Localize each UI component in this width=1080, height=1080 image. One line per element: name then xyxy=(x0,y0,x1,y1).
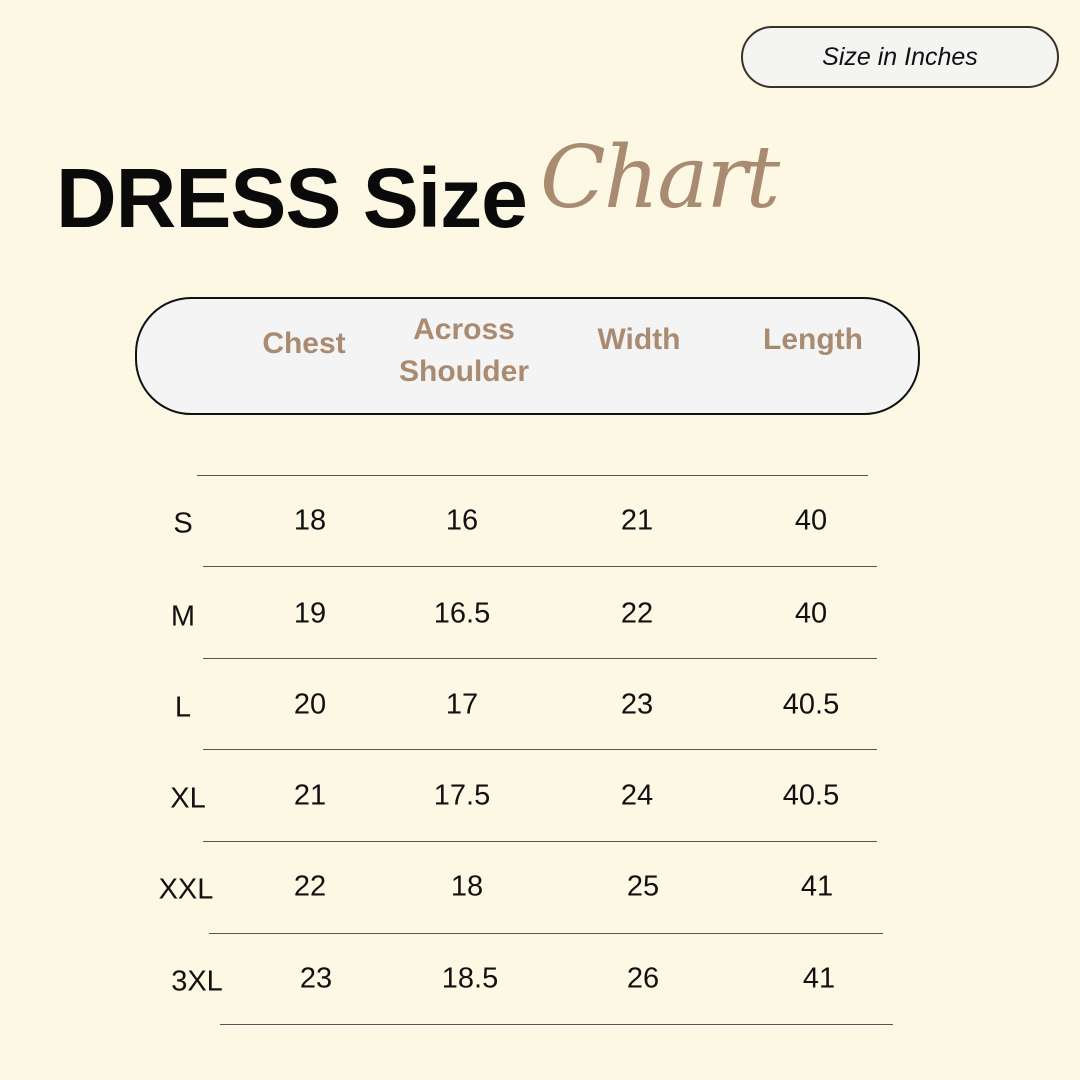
measurement-cell: 16 xyxy=(445,504,479,537)
measurement-cell: 21 xyxy=(293,779,327,812)
column-header-width: Width xyxy=(597,323,681,356)
measurement-cell: 40 xyxy=(794,597,828,630)
measurement-cell: 19 xyxy=(293,597,327,630)
table-header: Chest Across Shoulder Width Length xyxy=(135,297,920,415)
column-header-length: Length xyxy=(763,323,863,356)
measurement-cell: 22 xyxy=(620,597,654,630)
measurement-cell: 18 xyxy=(450,870,484,903)
measurement-cell: 21 xyxy=(620,504,654,537)
size-label: 3XL xyxy=(171,965,223,998)
row-divider xyxy=(220,1024,893,1025)
measurement-cell: 25 xyxy=(626,870,660,903)
measurement-cell: 18 xyxy=(293,504,327,537)
unit-label: Size in Inches xyxy=(822,42,978,71)
size-label: M xyxy=(170,600,196,633)
row-divider xyxy=(209,933,883,934)
measurement-cell: 41 xyxy=(802,962,836,995)
measurement-cell: 22 xyxy=(293,870,327,903)
row-divider xyxy=(203,566,877,567)
row-divider xyxy=(203,749,877,750)
column-header-across-shoulder: Across Shoulder xyxy=(398,313,529,388)
page-title-script: Chart xyxy=(540,128,780,228)
measurement-cell: 20 xyxy=(293,688,327,721)
measurement-cell: 17.5 xyxy=(433,779,491,812)
size-label: XL xyxy=(170,782,206,815)
unit-badge: Size in Inches xyxy=(741,26,1059,88)
page-title: DRESS Size xyxy=(56,151,528,245)
measurement-cell: 24 xyxy=(620,779,654,812)
size-label: L xyxy=(174,691,192,724)
column-header-chest: Chest xyxy=(262,327,346,360)
size-label: XXL xyxy=(158,873,214,906)
measurement-cell: 41 xyxy=(800,870,834,903)
measurement-cell: 40.5 xyxy=(782,688,840,721)
measurement-cell: 23 xyxy=(299,962,333,995)
size-label: S xyxy=(173,507,193,540)
measurement-cell: 26 xyxy=(626,962,660,995)
row-divider xyxy=(203,658,877,659)
row-divider xyxy=(203,841,877,842)
row-divider xyxy=(197,475,868,476)
measurement-cell: 40.5 xyxy=(782,779,840,812)
measurement-cell: 18.5 xyxy=(441,962,499,995)
measurement-cell: 40 xyxy=(794,504,828,537)
measurement-cell: 17 xyxy=(445,688,479,721)
measurement-cell: 23 xyxy=(620,688,654,721)
measurement-cell: 16.5 xyxy=(433,597,491,630)
